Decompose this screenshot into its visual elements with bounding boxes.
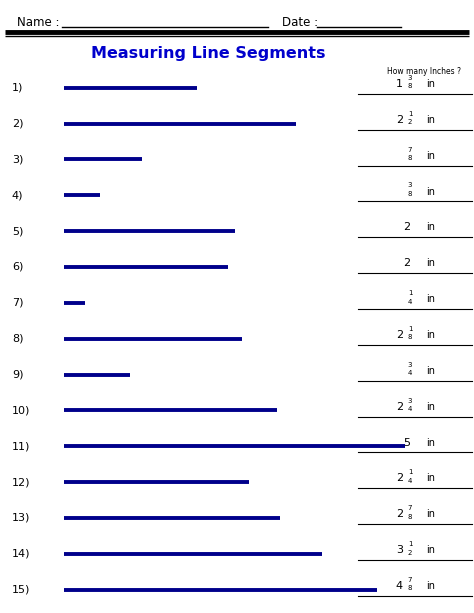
Text: 15): 15) [12, 585, 30, 595]
Text: 4: 4 [396, 581, 403, 591]
Text: Name :: Name : [17, 16, 59, 29]
Text: 3: 3 [408, 75, 412, 81]
Text: 3: 3 [408, 398, 412, 403]
Text: 1: 1 [396, 79, 403, 89]
Text: 4: 4 [408, 370, 412, 376]
Text: 11): 11) [12, 441, 30, 451]
Text: in: in [427, 509, 436, 519]
Text: 3): 3) [12, 154, 23, 164]
Text: 13): 13) [12, 513, 30, 523]
Text: 3: 3 [396, 545, 403, 555]
Text: 6): 6) [12, 262, 23, 272]
Text: 8: 8 [408, 514, 412, 520]
Text: 1: 1 [408, 541, 412, 547]
Text: 4: 4 [408, 406, 412, 412]
Text: in: in [427, 545, 436, 555]
Text: in: in [427, 258, 436, 268]
Text: 1: 1 [408, 290, 412, 296]
Text: 2: 2 [403, 258, 410, 268]
Text: 4: 4 [408, 299, 412, 305]
Text: 8: 8 [408, 191, 412, 197]
Text: Measuring Line Segments: Measuring Line Segments [91, 47, 326, 61]
Text: 1: 1 [408, 470, 412, 475]
Text: 3: 3 [408, 362, 412, 368]
Text: in: in [427, 79, 436, 89]
Text: 2: 2 [396, 115, 403, 125]
Text: 7: 7 [408, 505, 412, 511]
Text: in: in [427, 294, 436, 304]
Text: 1: 1 [408, 111, 412, 116]
Text: in: in [427, 115, 436, 125]
Text: in: in [427, 330, 436, 340]
Text: 2: 2 [396, 330, 403, 340]
Text: 5: 5 [403, 438, 410, 447]
Text: in: in [427, 581, 436, 591]
Text: 2): 2) [12, 118, 23, 129]
Text: 12): 12) [12, 477, 30, 487]
Text: 2: 2 [408, 120, 412, 125]
Text: in: in [427, 402, 436, 412]
Text: How many Inches ?: How many Inches ? [387, 67, 461, 75]
Text: 7: 7 [408, 147, 412, 153]
Text: 5): 5) [12, 226, 23, 236]
Text: 2: 2 [408, 550, 412, 555]
Text: 7): 7) [12, 298, 23, 308]
Text: 8): 8) [12, 333, 23, 344]
Text: 8: 8 [408, 83, 412, 89]
Text: 7: 7 [408, 577, 412, 583]
Text: 3: 3 [408, 183, 412, 188]
Text: 8: 8 [408, 585, 412, 592]
Text: in: in [427, 186, 436, 197]
Text: 9): 9) [12, 370, 23, 379]
Text: in: in [427, 473, 436, 484]
Text: 2: 2 [396, 473, 403, 484]
Text: 2: 2 [403, 223, 410, 232]
Text: 1): 1) [12, 83, 23, 93]
Text: in: in [427, 151, 436, 161]
Text: in: in [427, 223, 436, 232]
Text: in: in [427, 366, 436, 376]
Text: 14): 14) [12, 549, 30, 559]
Text: 10): 10) [12, 405, 30, 416]
Text: 8: 8 [408, 335, 412, 340]
Text: 4: 4 [408, 478, 412, 484]
Text: 1: 1 [408, 326, 412, 332]
Text: 2: 2 [396, 402, 403, 412]
Text: in: in [427, 438, 436, 447]
Text: 2: 2 [396, 509, 403, 519]
Text: Date :: Date : [282, 16, 318, 29]
Text: 8: 8 [408, 155, 412, 161]
Text: 4): 4) [12, 190, 23, 200]
